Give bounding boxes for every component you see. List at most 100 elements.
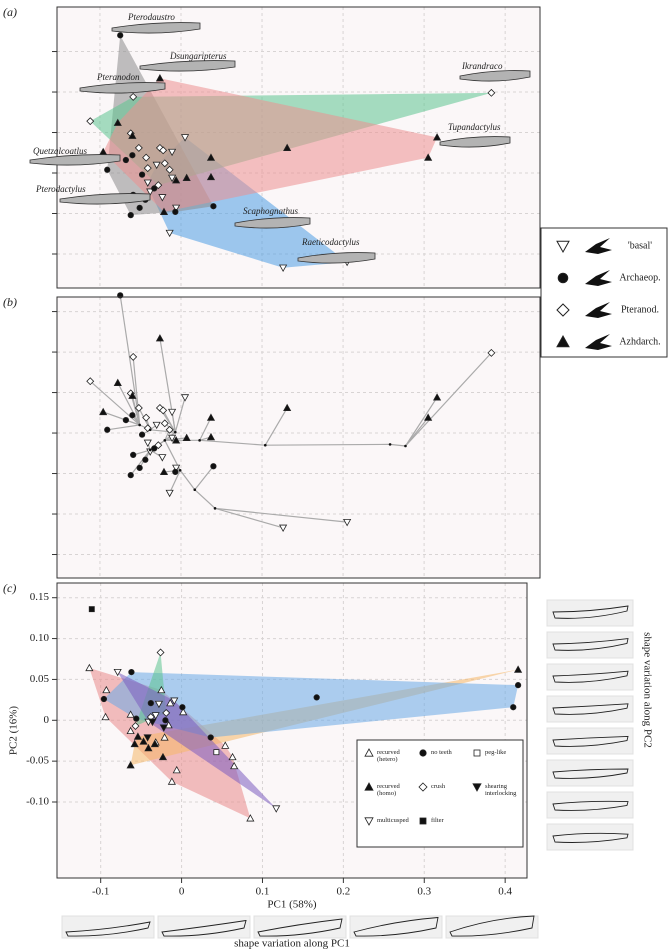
point (131, 722, 140, 730)
point (130, 739, 139, 748)
x-tick-label: 0 (179, 886, 185, 898)
point (159, 467, 169, 476)
y-tick-label: 0.10 (30, 632, 50, 644)
point (343, 519, 352, 527)
point (155, 334, 165, 342)
point (85, 663, 94, 672)
point (143, 164, 152, 173)
hull (103, 672, 519, 738)
specimen-label: Pterodactylus (35, 184, 86, 194)
shape-outline (257, 918, 343, 937)
tree-edge (194, 465, 214, 491)
point (158, 454, 167, 462)
tree-edge (199, 417, 212, 441)
specimen-label: Quetzalcoatlus (33, 146, 87, 156)
point (472, 783, 482, 792)
tree-edge (162, 410, 176, 433)
jaw-silhouette (139, 60, 236, 72)
pc1-caption: shape variation along PC1 (234, 938, 350, 950)
point (283, 143, 292, 152)
point (165, 229, 174, 238)
shape-box (445, 915, 539, 939)
tree-node (163, 439, 167, 442)
jaw-silhouette (111, 22, 201, 34)
point (130, 451, 137, 459)
legend-silhouette (585, 238, 612, 254)
point (113, 668, 122, 677)
point (167, 174, 177, 183)
point (154, 441, 163, 450)
point (514, 682, 522, 689)
specimen-label: Scaphognathus (243, 206, 298, 216)
point (136, 464, 143, 471)
y-tick-label: 0.05 (30, 673, 50, 685)
point (180, 394, 190, 402)
point (160, 419, 169, 428)
point (117, 32, 124, 39)
point (364, 817, 374, 826)
tree-edge (264, 407, 288, 446)
tree-node (198, 439, 201, 442)
point (207, 734, 214, 741)
plot-frame (56, 6, 541, 289)
point (179, 704, 186, 711)
point (510, 704, 517, 711)
tree-node (193, 488, 197, 492)
point (206, 153, 216, 161)
point (313, 694, 320, 701)
shape-box (546, 695, 634, 723)
panel-label: (a) (3, 5, 17, 19)
tree-edge (199, 439, 266, 446)
y-tick-label: -0.05 (26, 755, 49, 767)
shape-box (61, 915, 155, 939)
tree-node (148, 428, 152, 432)
point (172, 765, 181, 774)
point (246, 814, 255, 822)
point (172, 436, 181, 444)
y-axis-label: PC2 (16%) (8, 706, 20, 756)
legend-box (356, 739, 524, 848)
point (160, 159, 169, 168)
tree-edge (159, 338, 176, 433)
tree-edge (179, 469, 196, 491)
tree-edge (405, 352, 492, 447)
tree-edge (107, 424, 140, 431)
jaw-silhouette (234, 217, 311, 229)
specimen-label: Pterodaustro (127, 12, 175, 22)
point (179, 707, 188, 716)
point (180, 134, 190, 142)
point (167, 408, 177, 417)
point (206, 413, 216, 421)
point (473, 749, 481, 757)
point (159, 207, 169, 215)
legend-label: shearing interlocking (485, 783, 517, 797)
jaw-silhouette (79, 82, 166, 94)
tree-node (263, 443, 267, 447)
point (172, 468, 179, 476)
pc2-caption: shape variation along PC2 (641, 632, 653, 748)
specimen-label: Ikrandraco (461, 61, 503, 71)
point (165, 489, 174, 498)
shape-outline (552, 670, 629, 683)
point (128, 668, 135, 676)
legend-label: recurved (homo) (377, 783, 400, 797)
point (155, 143, 164, 152)
point (182, 173, 191, 181)
tree-node (388, 443, 392, 446)
shape-box (349, 915, 443, 939)
x-tick-label: -0.1 (92, 886, 109, 898)
point (158, 752, 168, 761)
tree-edge (390, 443, 406, 447)
shape-box (546, 759, 634, 787)
legend-label: Azhdarch. (619, 336, 660, 347)
point (557, 272, 569, 284)
legend-silhouette (585, 270, 612, 286)
point (556, 334, 570, 348)
shape-outline (552, 605, 629, 619)
point (126, 726, 135, 735)
point (133, 732, 142, 740)
point (138, 431, 146, 438)
tree-edge (405, 417, 429, 447)
point (104, 166, 111, 173)
